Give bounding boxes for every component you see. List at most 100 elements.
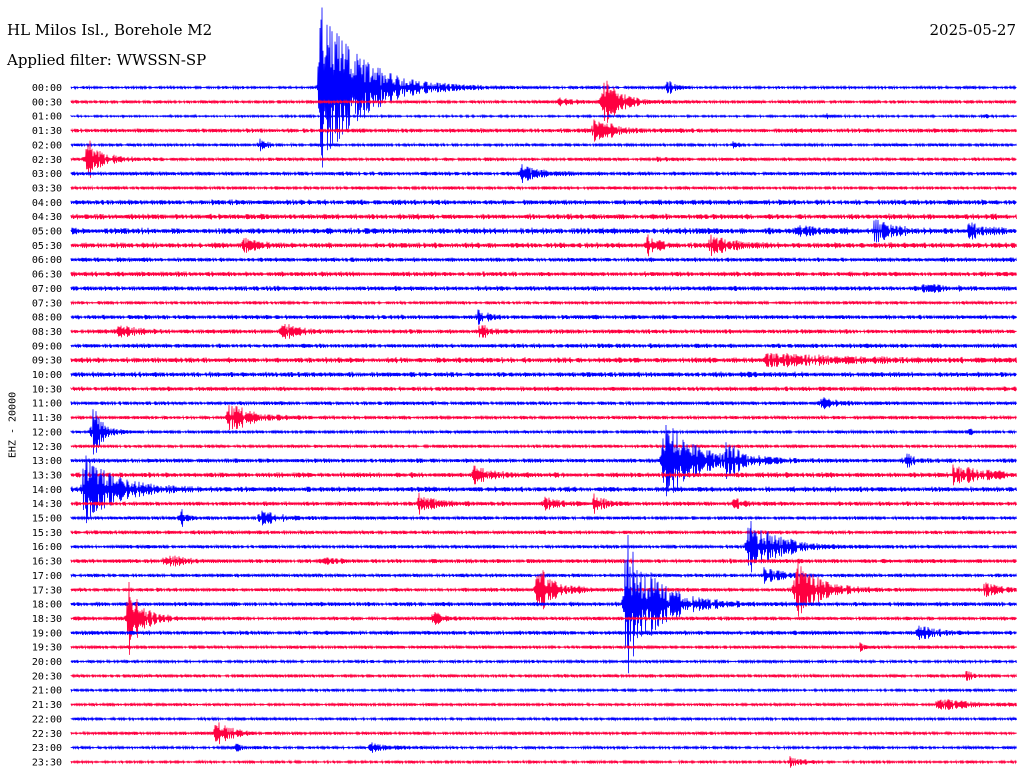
tick-label-1730: 17:30 bbox=[32, 585, 62, 596]
trace-1130 bbox=[70, 405, 1017, 431]
tick-label-0400: 04:00 bbox=[32, 198, 62, 209]
trace-0530 bbox=[70, 234, 1017, 257]
trace-0100 bbox=[70, 113, 1017, 120]
tick-label-2230: 22:30 bbox=[32, 729, 62, 740]
tick-label-2200: 22:00 bbox=[32, 714, 62, 725]
tick-label-2100: 21:00 bbox=[32, 686, 62, 697]
tick-label-2130: 21:30 bbox=[32, 700, 62, 711]
tick-label-0330: 03:30 bbox=[32, 183, 62, 194]
trace-0430 bbox=[70, 213, 1017, 220]
tick-label-1900: 19:00 bbox=[32, 628, 62, 639]
station-title: HL Milos Isl., Borehole M2 bbox=[7, 21, 213, 39]
trace-0730 bbox=[70, 299, 1017, 306]
trace-1700 bbox=[70, 567, 1017, 584]
trace-2030 bbox=[70, 670, 1017, 681]
trace-1830 bbox=[70, 581, 1017, 655]
trace-0200 bbox=[70, 138, 1017, 152]
trace-0400 bbox=[70, 199, 1017, 206]
tick-label-2300: 23:00 bbox=[32, 743, 62, 754]
tick-label-0100: 01:00 bbox=[32, 112, 62, 123]
tick-label-1800: 18:00 bbox=[32, 600, 62, 611]
tick-label-1430: 14:30 bbox=[32, 499, 62, 510]
tick-label-0730: 07:30 bbox=[32, 298, 62, 309]
tick-label-1230: 12:30 bbox=[32, 442, 62, 453]
tick-label-0700: 07:00 bbox=[32, 284, 62, 295]
tick-label-0300: 03:00 bbox=[32, 169, 62, 180]
tick-label-2330: 23:30 bbox=[32, 757, 62, 768]
trace-0130 bbox=[70, 119, 1017, 142]
tick-label-0600: 06:00 bbox=[32, 255, 62, 266]
trace-1730 bbox=[70, 562, 1017, 617]
tick-label-0000: 00:00 bbox=[32, 83, 62, 94]
trace-0700 bbox=[70, 283, 1017, 293]
tick-label-0530: 05:30 bbox=[32, 241, 62, 252]
trace-1100 bbox=[70, 397, 1017, 410]
tick-label-0130: 01:30 bbox=[32, 126, 62, 137]
tick-label-1600: 16:00 bbox=[32, 542, 62, 553]
tick-label-1000: 10:00 bbox=[32, 370, 62, 381]
tick-label-0900: 09:00 bbox=[32, 341, 62, 352]
tick-label-0200: 02:00 bbox=[32, 140, 62, 151]
trace-1430 bbox=[70, 492, 1017, 515]
tick-label-1630: 16:30 bbox=[32, 557, 62, 568]
filter-label: Applied filter: WWSSN-SP bbox=[7, 51, 207, 69]
tick-label-0930: 09:30 bbox=[32, 356, 62, 367]
tick-label-0030: 00:30 bbox=[32, 97, 62, 108]
tick-label-1330: 13:30 bbox=[32, 470, 62, 481]
trace-2130 bbox=[70, 699, 1017, 710]
tick-label-1130: 11:30 bbox=[32, 413, 62, 424]
trace-0300 bbox=[70, 164, 1017, 184]
trace-0500 bbox=[70, 219, 1017, 243]
trace-1500 bbox=[70, 509, 1017, 527]
trace-0830 bbox=[70, 323, 1017, 339]
tick-label-2000: 20:00 bbox=[32, 657, 62, 668]
tick-label-1030: 10:30 bbox=[32, 384, 62, 395]
trace-1200 bbox=[70, 409, 1017, 455]
tick-label-0230: 02:30 bbox=[32, 155, 62, 166]
trace-2230 bbox=[70, 722, 1017, 745]
plot-date: 2025-05-27 bbox=[929, 21, 1016, 39]
trace-0630 bbox=[70, 271, 1017, 277]
tick-label-1830: 18:30 bbox=[32, 614, 62, 625]
trace-2300 bbox=[70, 742, 1017, 753]
trace-lines bbox=[70, 7, 1017, 768]
tick-label-1930: 19:30 bbox=[32, 643, 62, 654]
tick-label-1400: 14:00 bbox=[32, 485, 62, 496]
tick-label-1530: 15:30 bbox=[32, 528, 62, 539]
trace-0000 bbox=[70, 7, 1017, 168]
trace-2330 bbox=[70, 756, 1017, 768]
trace-0900 bbox=[70, 343, 1017, 349]
y-axis-label: EHZ - 20000 bbox=[7, 391, 19, 459]
trace-2000 bbox=[70, 658, 1017, 665]
tick-label-0830: 08:30 bbox=[32, 327, 62, 338]
trace-1530 bbox=[70, 529, 1017, 536]
trace-0230 bbox=[70, 140, 1017, 178]
trace-1030 bbox=[70, 386, 1017, 392]
tick-label-0430: 04:30 bbox=[32, 212, 62, 223]
tick-label-0800: 08:00 bbox=[32, 313, 62, 324]
tick-label-1500: 15:00 bbox=[32, 514, 62, 525]
tick-label-1700: 17:00 bbox=[32, 571, 62, 582]
trace-1330 bbox=[70, 464, 1017, 486]
trace-1230 bbox=[70, 443, 1017, 450]
trace-2100 bbox=[70, 687, 1017, 693]
tick-label-2030: 20:30 bbox=[32, 671, 62, 682]
tick-label-0500: 05:00 bbox=[32, 227, 62, 238]
tick-label-1100: 11:00 bbox=[32, 399, 62, 410]
trace-0600 bbox=[70, 256, 1017, 263]
tick-label-1300: 13:00 bbox=[32, 456, 62, 467]
trace-1630 bbox=[70, 555, 1017, 567]
trace-1930 bbox=[70, 642, 1017, 652]
trace-2200 bbox=[70, 716, 1017, 722]
trace-0800 bbox=[70, 309, 1017, 325]
time-tick-labels: 00:00 00:30 01:00 01:30 02:00 02:30 03:00 03:30… bbox=[32, 83, 62, 768]
trace-1800 bbox=[70, 534, 1017, 674]
tick-label-0630: 06:30 bbox=[32, 270, 62, 281]
trace-0330 bbox=[70, 185, 1017, 191]
trace-1900 bbox=[70, 625, 1017, 641]
trace-1300 bbox=[70, 424, 1017, 497]
trace-1400 bbox=[70, 455, 1017, 524]
trace-1000 bbox=[70, 371, 1017, 378]
trace-0930 bbox=[70, 353, 1017, 368]
